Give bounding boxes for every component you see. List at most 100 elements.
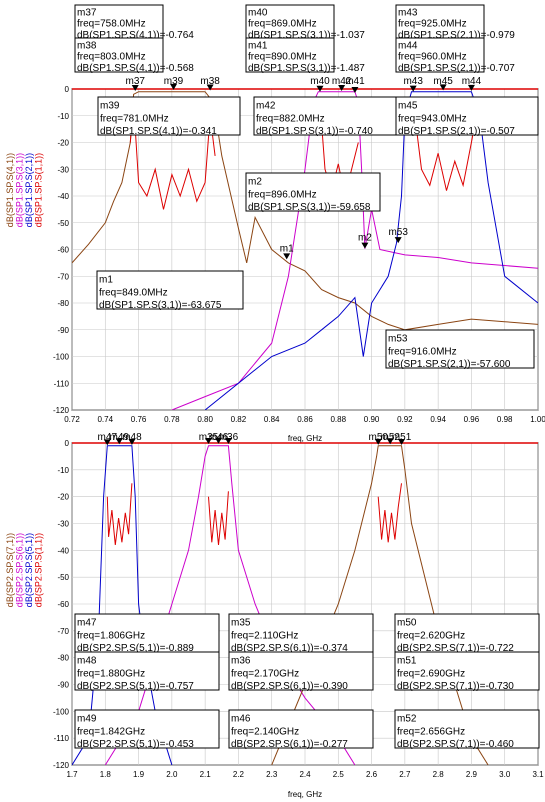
x-tick-label: 0.72 <box>64 415 80 424</box>
marker-triangle <box>170 83 178 90</box>
y-axis-label: dB(SP1.SP.S(4,1))dB(SP1.SP.S(3,1))dB(SP1… <box>5 153 44 227</box>
y-axis-label-series: dB(SP1.SP.S(4,1)) <box>5 153 15 227</box>
marker-box <box>385 329 535 369</box>
marker-box-name: m46 <box>231 714 251 725</box>
marker-triangle <box>467 84 475 91</box>
marker-box-name: m2 <box>248 177 262 188</box>
marker-box-value: dB(SP2.SP.S(5,1))=-0.757 <box>77 681 194 692</box>
x-tick-label: 0.78 <box>164 415 180 424</box>
marker-box-name: m51 <box>397 656 417 667</box>
marker-box <box>245 37 335 73</box>
marker-label: m37 <box>126 76 146 87</box>
marker-box <box>74 709 220 749</box>
marker-box-freq: freq=890.0MHz <box>248 52 317 63</box>
series-line <box>72 91 538 331</box>
y-tick-label: -100 <box>53 707 70 716</box>
marker-box-value: dB(SP1.SP.S(3,1))=-1.487 <box>248 63 365 74</box>
marker-box-name: m41 <box>248 40 268 51</box>
marker-triangle <box>439 84 447 91</box>
marker-box-freq: freq=2.620GHz <box>397 630 465 641</box>
y-tick-label: -30 <box>57 520 69 529</box>
marker-triangle <box>224 438 232 445</box>
marker-label: m52 <box>380 432 400 443</box>
x-tick-label: 0.94 <box>430 415 446 424</box>
x-tick-label: 1.8 <box>100 770 112 779</box>
marker-box-name: m37 <box>77 7 97 18</box>
marker-box-freq: freq=960.0MHz <box>398 52 467 63</box>
x-tick-label: 2.8 <box>433 770 445 779</box>
marker-label: m43 <box>403 76 423 87</box>
marker-triangle <box>204 438 212 445</box>
marker-box-name: m52 <box>397 714 417 725</box>
y-tick-label: -50 <box>57 219 69 228</box>
marker-triangle <box>128 439 136 446</box>
marker-box-freq: freq=849.0MHz <box>99 287 168 298</box>
marker-box-value: dB(SP1.SP.S(4,1))=-0.764 <box>77 30 194 41</box>
marker-label: m36 <box>219 432 239 443</box>
y-tick-label: -60 <box>57 246 69 255</box>
y-tick-label: -90 <box>57 681 69 690</box>
marker-box-freq: freq=869.0MHz <box>248 19 317 30</box>
x-tick-label: 3.1 <box>532 770 544 779</box>
marker-label: m50 <box>369 432 389 443</box>
marker-box <box>228 709 374 749</box>
marker-triangle <box>131 85 139 92</box>
y-axis-label-series: dB(SP2.SP.S(1,1)) <box>34 533 44 607</box>
y-tick-label: -120 <box>53 761 70 770</box>
marker-box-value: dB(SP1.SP.S(3,1))=-1.037 <box>248 30 365 41</box>
x-tick-label: 0.98 <box>497 415 513 424</box>
y-tick-label: -20 <box>57 493 69 502</box>
marker-box-freq: freq=2.170GHz <box>231 668 299 679</box>
y-tick-label: -80 <box>57 299 69 308</box>
marker-box <box>96 270 244 310</box>
marker-label: m41 <box>345 76 365 87</box>
y-tick-label: -120 <box>53 406 70 415</box>
marker-box-freq: freq=925.0MHz <box>398 19 467 30</box>
x-tick-label: 0.84 <box>264 415 280 424</box>
x-tick-label: 2.4 <box>299 770 311 779</box>
chart-2: 1.7 1.8 1.9 2.0 2.1 2.2 2.3 2.4 2.5 2.6 2.7 2.8 2.9 3… <box>5 432 544 799</box>
marker-label: m46 <box>209 432 229 443</box>
x-tick-label: 1.9 <box>133 770 145 779</box>
marker-triangle <box>338 84 346 91</box>
x-tick-label: 0.86 <box>297 415 313 424</box>
marker-box-value: dB(SP1.SP.S(3,1))=-0.740 <box>256 126 373 137</box>
marker-box-value: dB(SP2.SP.S(6,1))=-0.390 <box>231 681 348 692</box>
y-tick-label: -30 <box>57 165 69 174</box>
x-tick-label: 0.92 <box>397 415 413 424</box>
marker-triangle <box>115 438 123 445</box>
marker-box-freq: freq=2.656GHz <box>397 726 465 737</box>
x-axis-label: freq, GHz <box>288 434 322 443</box>
marker-box-name: m43 <box>398 7 418 18</box>
x-tick-label: 1.00 <box>530 415 545 424</box>
marker-triangle <box>398 438 406 445</box>
x-tick-label: 3.0 <box>499 770 511 779</box>
y-tick-label: 0 <box>65 85 70 94</box>
marker-box-name: m44 <box>398 40 418 51</box>
y-tick-label: -10 <box>57 112 69 121</box>
y-axis-label-series: dB(SP2.SP.S(6,1)) <box>15 533 25 607</box>
marker-label: m49 <box>110 432 130 443</box>
x-tick-label: 2.7 <box>399 770 411 779</box>
x-axis-label: freq, GHz <box>288 790 322 799</box>
y-tick-label: -60 <box>57 600 69 609</box>
marker-box-value: dB(SP1.SP.S(2,1))=-57.600 <box>388 359 511 370</box>
series-line <box>129 102 216 210</box>
y-tick-label: -50 <box>57 573 69 582</box>
marker-box-value: dB(SP1.SP.S(2,1))=-0.979 <box>398 30 515 41</box>
marker-label: m38 <box>200 76 220 87</box>
x-tick-label: 0.82 <box>231 415 247 424</box>
y-tick-label: -10 <box>57 466 69 475</box>
marker-triangle <box>386 438 394 445</box>
marker-box-name: m42 <box>256 101 276 112</box>
marker-triangle <box>103 439 111 446</box>
marker-box-freq: freq=2.110GHz <box>231 630 298 641</box>
marker-box-freq: freq=882.0MHz <box>256 113 325 124</box>
y-axis-label: dB(SP2.SP.S(7,1))dB(SP2.SP.S(6,1))dB(SP2… <box>5 533 44 607</box>
marker-box-freq: freq=2.140GHz <box>231 726 299 737</box>
marker-box <box>395 4 485 40</box>
marker-box-name: m39 <box>100 101 120 112</box>
marker-box <box>97 96 241 136</box>
marker-triangle <box>214 437 222 444</box>
marker-label: m53 <box>388 227 408 238</box>
